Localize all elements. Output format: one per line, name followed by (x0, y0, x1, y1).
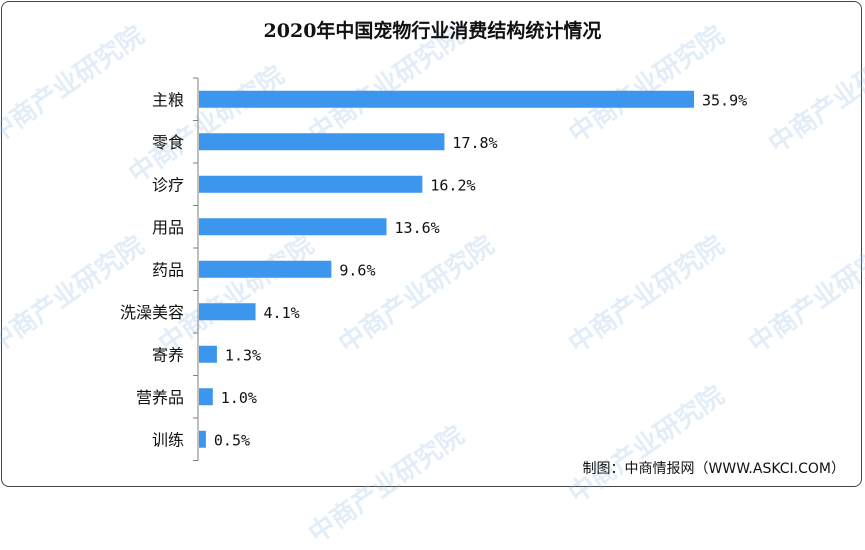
bar (199, 175, 423, 193)
bar-chart: 主粮 35.9% 零食 17.8% 诊疗 16.2% 用品 13.6% 药品 9.6% 洗澡美容 4.… (120, 77, 747, 461)
bar (199, 133, 445, 151)
category-label: 主粮 (152, 90, 184, 109)
category-label: 诊疗 (152, 175, 184, 194)
chart-frame (1, 1, 862, 487)
category-label: 用品 (152, 218, 184, 237)
bar (199, 218, 387, 236)
value-label: 1.0% (221, 389, 257, 407)
chart-title: 2020年中国宠物行业消费结构统计情况 (263, 20, 602, 42)
value-label: 4.1% (264, 304, 300, 322)
value-label: 9.6% (339, 261, 375, 279)
category-label: 零食 (152, 133, 184, 152)
category-label: 洗澡美容 (120, 303, 184, 322)
category-label: 药品 (152, 260, 184, 279)
bar (199, 90, 694, 108)
bar (199, 260, 332, 278)
category-label: 寄养 (152, 345, 184, 364)
value-label: 13.6% (395, 219, 440, 237)
bar (199, 303, 256, 321)
source-note: 制图：中商情报网（WWW.ASKCI.COM） (582, 461, 845, 477)
bar (199, 345, 217, 363)
value-label: 16.2% (430, 176, 475, 194)
value-label: 17.8% (452, 134, 497, 152)
bar (199, 430, 206, 448)
category-label: 营养品 (136, 388, 184, 407)
value-label: 0.5% (214, 431, 250, 449)
category-label: 训练 (152, 430, 184, 449)
value-label: 1.3% (225, 346, 261, 364)
bar (199, 388, 213, 406)
value-label: 35.9% (702, 91, 747, 109)
